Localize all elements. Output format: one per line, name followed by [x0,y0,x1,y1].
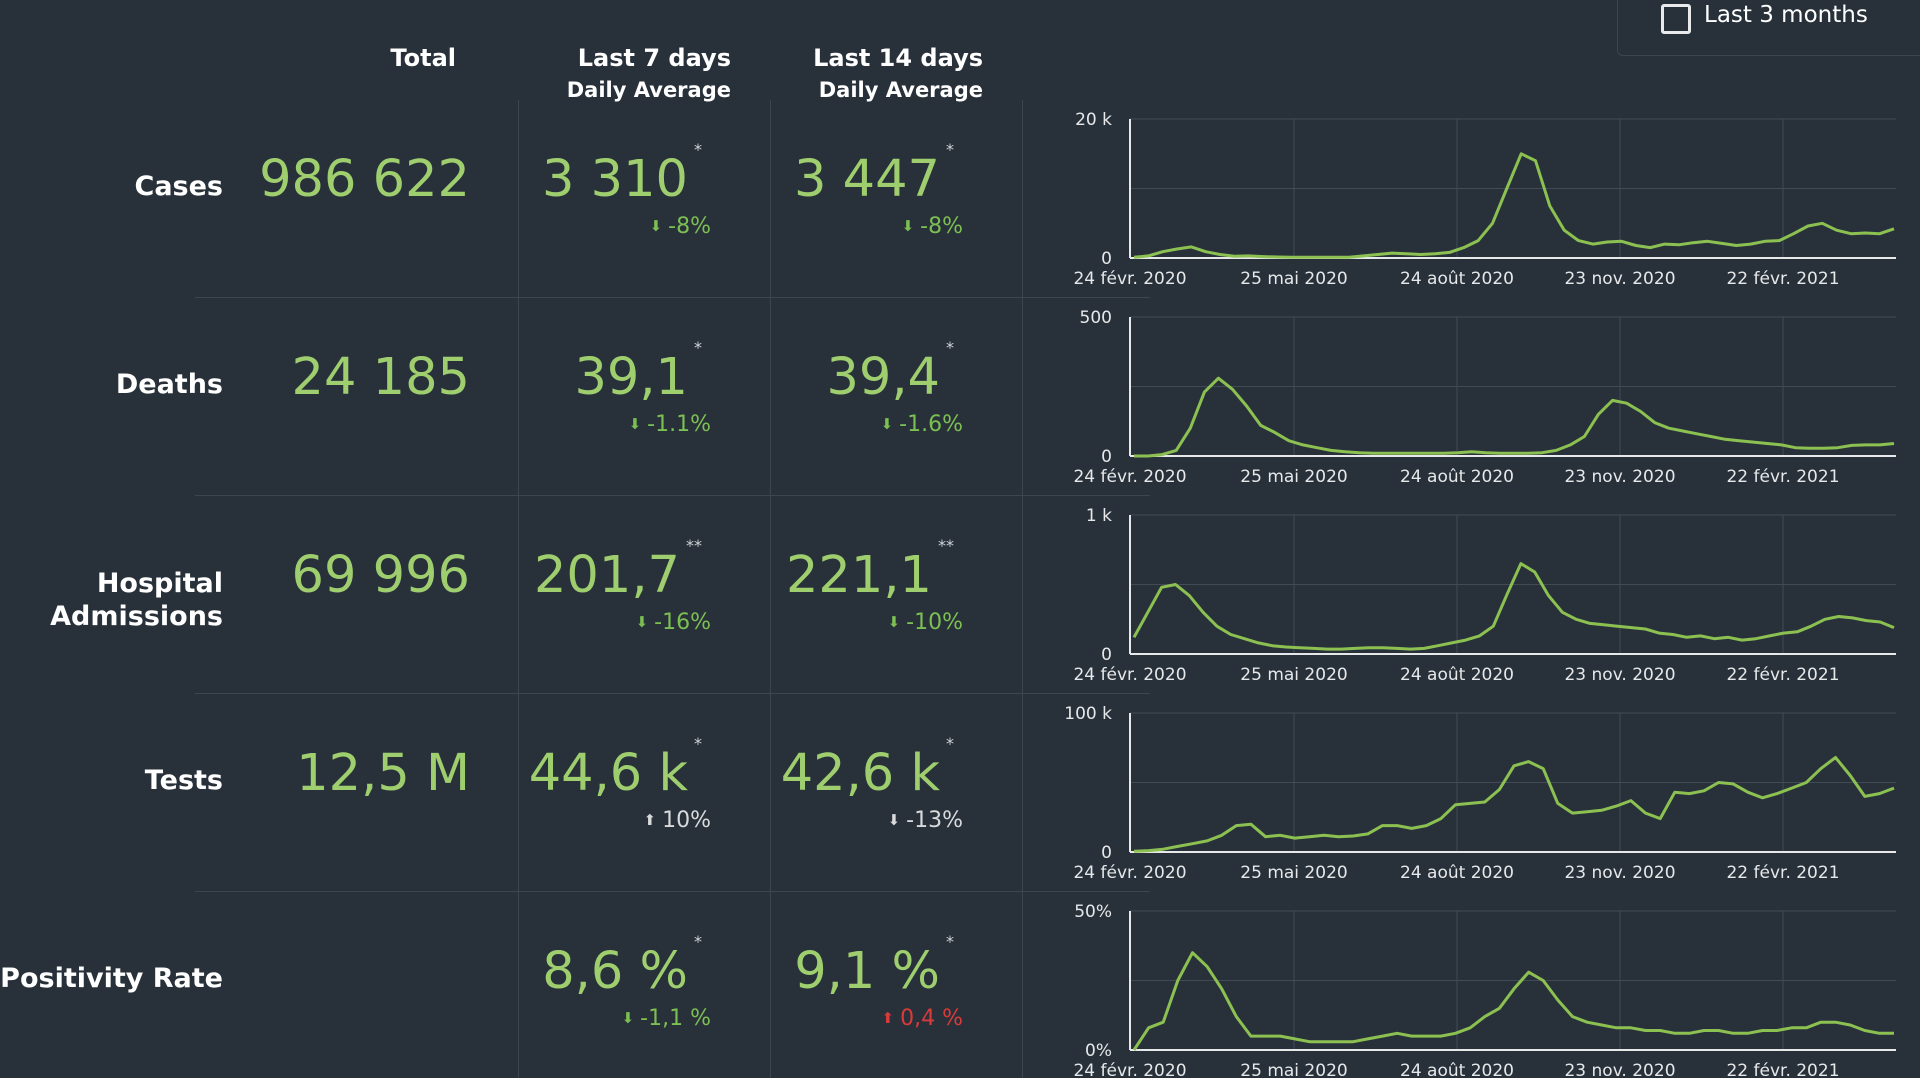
row-label-line1: Hospital [96,568,223,599]
hospital-avg14: 221,1** [785,536,954,605]
column-divider [770,100,771,1078]
hospital-chg7: ⬇ -16% [635,610,711,635]
arrow-down-icon: ⬇ [621,1009,635,1027]
series-line-cases [1133,152,1895,259]
x-tick-label: 22 févr. 2021 [1726,269,1839,289]
header-last14-sub: Daily Average [818,78,983,102]
arrow-down-icon: ⬇ [635,613,649,631]
tests-avg7: 44,6 k* [528,734,702,803]
x-tick-label: 24 août 2020 [1400,665,1514,685]
arrow-down-icon: ⬇ [887,613,901,631]
y-tick-label: 0 [1101,645,1112,665]
cases-avg7: 3 310* [541,140,702,209]
cases-avg14: 3 447* [793,140,954,209]
x-tick-label: 24 août 2020 [1400,863,1514,883]
x-tick-label: 25 mai 2020 [1240,863,1347,883]
arrow-down-icon: ⬇ [887,811,901,829]
last-3-months-label[interactable]: Last 3 months [1704,2,1868,28]
x-tick-label: 23 nov. 2020 [1564,269,1675,289]
y-tick-label: 20 k [1075,110,1112,130]
x-tick-label: 24 août 2020 [1400,269,1514,289]
row-label-cases: Cases [134,171,224,202]
cases-chg14: ⬇ -8% [901,214,963,239]
positivity-avg7: 8,6 %* [542,932,702,1001]
cases-total: 986 622 [259,150,470,209]
x-tick-label: 24 août 2020 [1400,467,1514,487]
row-divider [195,297,1150,298]
filter-panel [1617,0,1920,56]
y-tick-label: 500 [1080,308,1112,328]
positivity-chg7: ⬇ -1,1 % [621,1006,711,1031]
deaths-chg7: ⬇ -1.1% [628,412,711,437]
x-tick-label: 23 nov. 2020 [1564,665,1675,685]
x-tick-label: 23 nov. 2020 [1564,467,1675,487]
row-divider [195,891,1150,892]
y-tick-label: 1 k [1086,506,1112,526]
row-label-hospital-admissions: Hospital Admissions [50,567,223,633]
hospital-total: 69 996 [291,546,470,605]
y-tick-label: 100 k [1064,704,1112,724]
positivity-chg14: ⬆ 0,4 % [881,1006,963,1031]
arrow-down-icon: ⬇ [880,415,894,433]
x-tick-label: 24 févr. 2020 [1073,269,1186,289]
row-divider [195,693,1150,694]
deaths-avg7: 39,1* [574,338,702,407]
hospital-avg7: 201,7** [533,536,702,605]
arrow-down-icon: ⬇ [628,415,642,433]
x-tick-label: 22 févr. 2021 [1726,863,1839,883]
x-tick-label: 23 nov. 2020 [1564,1061,1675,1078]
header-last14: Last 14 days [813,44,983,72]
tests-avg14: 42,6 k* [780,734,954,803]
x-tick-label: 24 févr. 2020 [1073,467,1186,487]
x-tick-label: 25 mai 2020 [1240,665,1347,685]
x-tick-label: 22 févr. 2021 [1726,665,1839,685]
header-last7-sub: Daily Average [566,78,731,102]
header-total: Total [390,44,456,72]
series-line-positivity-rate [1132,951,1894,1051]
series-line-deaths [1134,376,1895,458]
x-tick-label: 22 févr. 2021 [1726,1061,1839,1078]
hospital-chg14: ⬇ -10% [887,610,963,635]
x-tick-label: 24 août 2020 [1400,1061,1514,1078]
row-label-deaths: Deaths [115,369,223,400]
column-divider [1022,100,1023,1078]
row-divider [195,495,1150,496]
y-tick-label: 50% [1074,902,1112,922]
column-divider [518,100,519,1078]
arrow-down-icon: ⬇ [901,217,915,235]
x-tick-label: 25 mai 2020 [1240,1061,1347,1078]
arrow-up-icon: ⬆ [643,811,657,829]
row-label-tests: Tests [144,765,223,796]
series-line-tests [1133,756,1895,853]
y-tick-label: 0 [1101,249,1112,269]
deaths-chg14: ⬇ -1.6% [880,412,963,437]
positivity-avg14: 9,1 %* [794,932,954,1001]
x-tick-label: 24 févr. 2020 [1073,863,1186,883]
tests-chg7: ⬆ 10% [643,808,711,833]
header-last7: Last 7 days [577,44,731,72]
series-line-hospital-admissions [1132,562,1895,651]
x-tick-label: 22 févr. 2021 [1726,467,1839,487]
x-tick-label: 25 mai 2020 [1240,467,1347,487]
x-tick-label: 24 févr. 2020 [1073,1061,1186,1078]
deaths-avg14: 39,4* [826,338,954,407]
y-tick-label: 0 [1101,447,1112,467]
y-tick-label: 0 [1101,843,1112,863]
last-3-months-checkbox[interactable] [1661,4,1691,34]
x-tick-label: 24 févr. 2020 [1073,665,1186,685]
arrow-up-icon: ⬆ [881,1009,895,1027]
cases-chg7: ⬇ -8% [649,214,711,239]
y-tick-label: 0% [1085,1041,1112,1061]
row-label-positivity-rate: Positivity Rate [0,963,223,994]
arrow-down-icon: ⬇ [649,217,663,235]
tests-total: 12,5 M [296,744,470,803]
tests-chg14: ⬇ -13% [887,808,963,833]
deaths-total: 24 185 [291,348,470,407]
row-label-line2: Admissions [50,601,223,632]
x-tick-label: 23 nov. 2020 [1564,863,1675,883]
x-tick-label: 25 mai 2020 [1240,269,1347,289]
